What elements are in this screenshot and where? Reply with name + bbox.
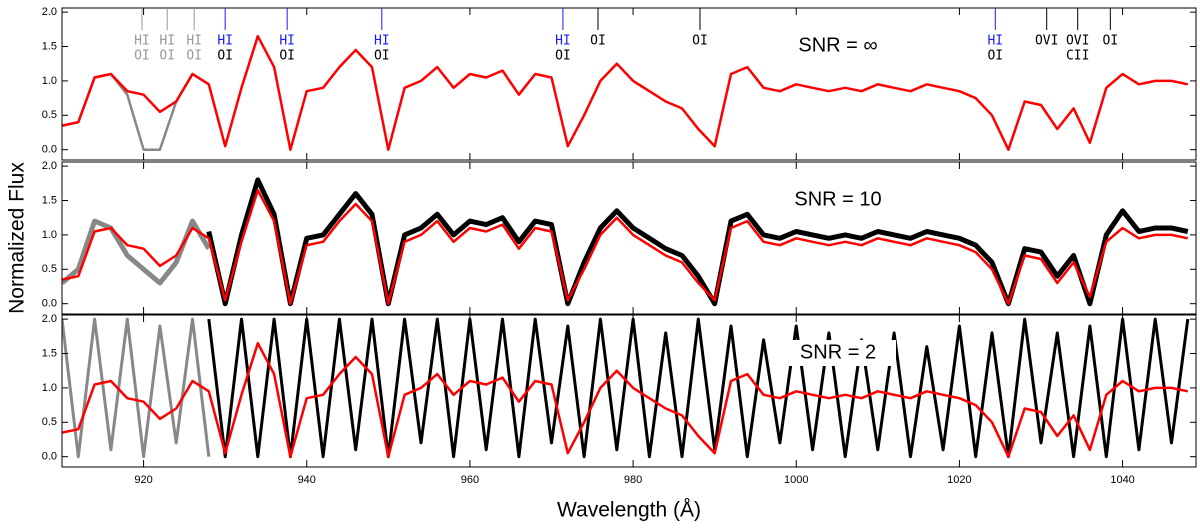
spectrum-line bbox=[62, 34, 1189, 151]
y-axis-label: Normalized Flux bbox=[6, 162, 29, 314]
y-tick-label: 0.5 bbox=[42, 263, 57, 275]
annotation-label: HI bbox=[279, 34, 295, 49]
x-tick-label: 980 bbox=[624, 474, 642, 486]
annotation-label: OI bbox=[374, 49, 390, 64]
series-group bbox=[62, 34, 1189, 151]
y-tick-label: 1.5 bbox=[42, 194, 57, 206]
y-tick-label: 2.0 bbox=[42, 6, 57, 18]
x-axis-label: Wavelength (Å) bbox=[557, 499, 701, 522]
annotation-label: HI bbox=[134, 34, 150, 49]
annotation-label: HI bbox=[217, 34, 233, 49]
spectrum-line bbox=[62, 317, 211, 459]
y-tick-label: 0.0 bbox=[42, 298, 57, 310]
y-tick-label: 2.0 bbox=[42, 160, 57, 172]
y-tick-label: 0.5 bbox=[42, 416, 57, 428]
spectrum-line bbox=[207, 317, 1190, 459]
annotation-label: OI bbox=[555, 49, 571, 64]
y-tick-label: 1.0 bbox=[42, 382, 57, 394]
annotation-label: HI bbox=[555, 34, 571, 49]
y-tick-label: 1.5 bbox=[42, 40, 57, 52]
annotation-label: OI bbox=[1103, 34, 1119, 49]
y-tick-label: 0.0 bbox=[42, 144, 57, 156]
annotation-label: OVI bbox=[1066, 34, 1089, 49]
spectrum-line bbox=[206, 177, 1189, 307]
panel-label: SNR = ∞ bbox=[798, 34, 877, 56]
y-tick-label: 1.0 bbox=[42, 229, 57, 241]
annotation-label: OI bbox=[279, 49, 295, 64]
label-box bbox=[780, 340, 896, 366]
annotation-label: OI bbox=[159, 49, 175, 64]
x-tick-label: 1000 bbox=[784, 474, 808, 486]
spectrum-line bbox=[62, 341, 1189, 458]
annotation-label: OVI bbox=[1035, 34, 1058, 49]
annotation-label: HI bbox=[987, 34, 1003, 49]
y-tick-label: 0.5 bbox=[42, 109, 57, 121]
panel-label: SNR = 10 bbox=[794, 188, 881, 210]
x-tick-label: 1040 bbox=[1110, 474, 1134, 486]
panel-frame bbox=[61, 314, 1197, 468]
annotation-label: OI bbox=[987, 49, 1003, 64]
panel-frame bbox=[61, 7, 1197, 161]
y-tick-label: 1.0 bbox=[42, 75, 57, 87]
x-tick-label: 920 bbox=[134, 474, 152, 486]
y-tick-label: 1.5 bbox=[42, 347, 57, 359]
annotation-label: OI bbox=[590, 34, 606, 49]
annotation-label: OI bbox=[186, 49, 202, 64]
annotation-label: HI bbox=[374, 34, 390, 49]
annotation-label: HI bbox=[186, 34, 202, 49]
series-group bbox=[62, 317, 1190, 459]
annotation-label: OI bbox=[134, 49, 150, 64]
annotation-label: HI bbox=[159, 34, 175, 49]
y-tick-label: 0.0 bbox=[42, 451, 57, 463]
x-tick-label: 940 bbox=[298, 474, 316, 486]
annotation-label: CII bbox=[1066, 49, 1089, 64]
x-tick-label: 1020 bbox=[947, 474, 971, 486]
spectrum-line bbox=[62, 218, 211, 286]
panel-label: SNR = 2 bbox=[800, 341, 876, 363]
annotation-label: OI bbox=[692, 34, 708, 49]
panel-frame bbox=[61, 161, 1197, 315]
x-tick-label: 960 bbox=[461, 474, 479, 486]
y-tick-label: 2.0 bbox=[42, 313, 57, 325]
annotation-label: OI bbox=[217, 49, 233, 64]
series-group bbox=[62, 177, 1189, 307]
spectrum-line bbox=[62, 188, 1189, 305]
